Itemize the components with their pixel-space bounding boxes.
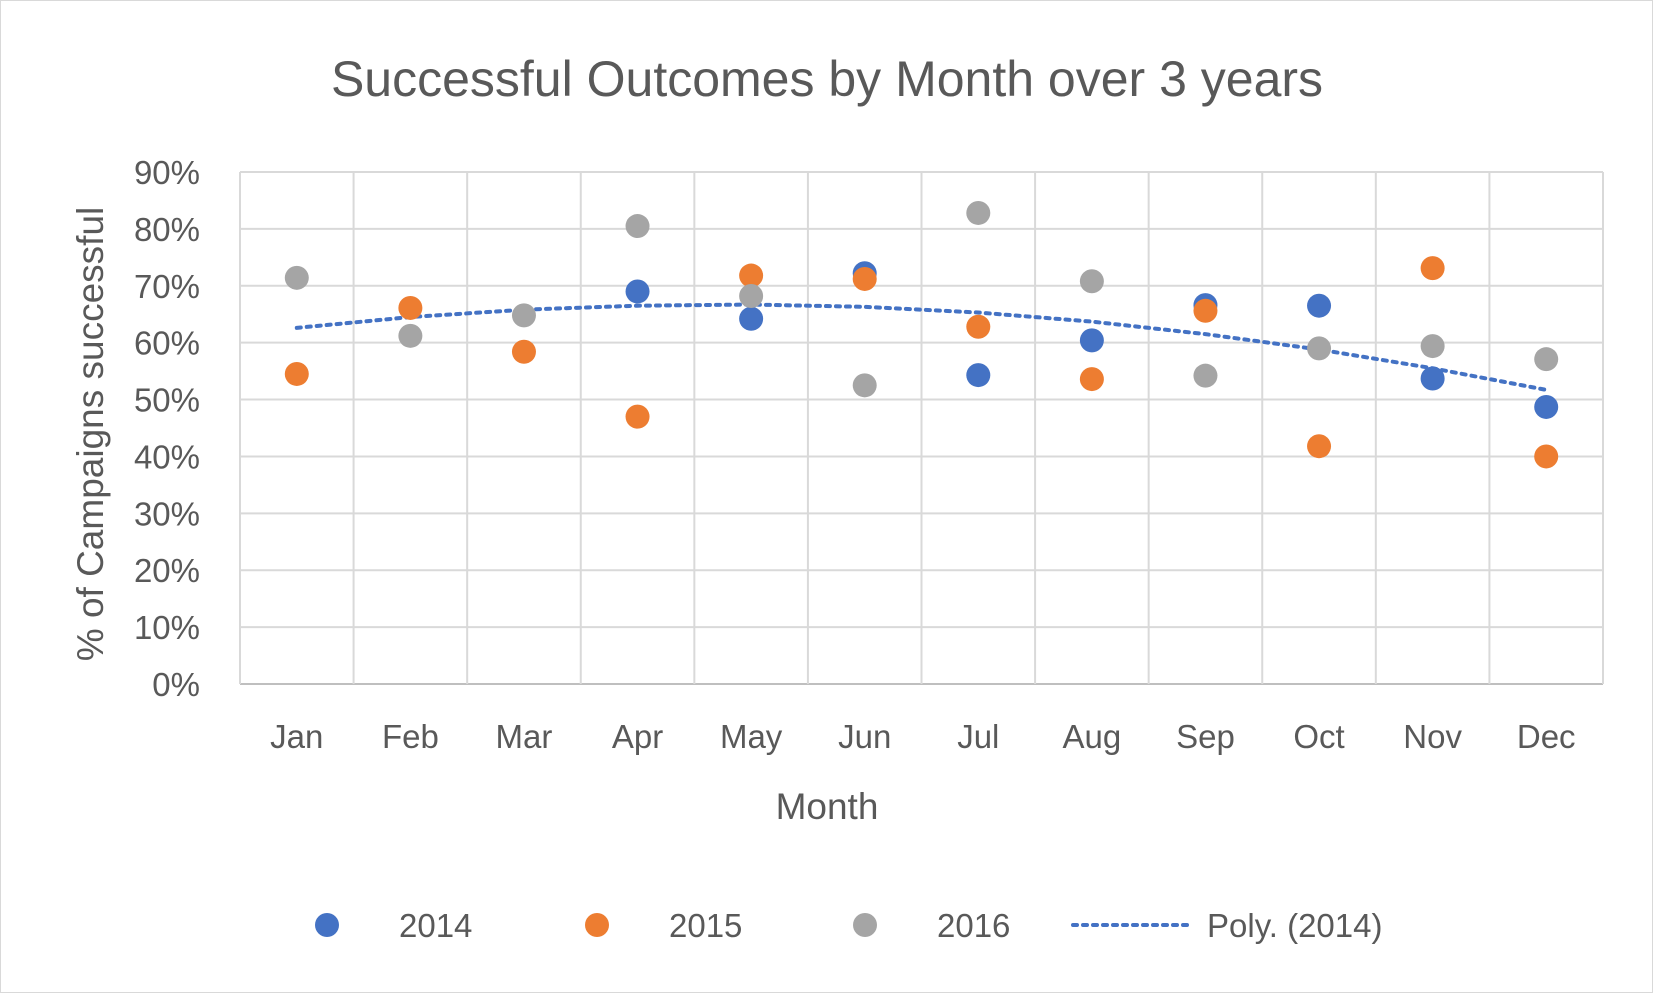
point-2014 [1534, 394, 1559, 419]
x-tick-label: Mar [496, 718, 553, 755]
point-2016 [625, 214, 650, 239]
y-tick-label: 30% [134, 495, 200, 532]
x-tick-label: Nov [1403, 718, 1462, 755]
y-tick-labels: 0% 10% 20% 30% 40% 50% 60% 70% 80% 90% [134, 154, 200, 703]
point-2014 [1079, 328, 1104, 353]
point-2016 [1079, 269, 1104, 294]
point-2015 [511, 339, 536, 364]
legend-item: Poly. (2014) [1071, 907, 1382, 944]
x-tick-label: May [720, 718, 783, 755]
point-2014 [739, 306, 764, 331]
point-2014 [625, 279, 650, 304]
point-2016 [1534, 347, 1559, 372]
legend-label: 2014 [399, 907, 472, 944]
point-2015 [739, 263, 764, 288]
legend-label: Poly. (2014) [1207, 907, 1382, 944]
point-2015 [1307, 434, 1332, 459]
x-tick-label: Feb [382, 718, 439, 755]
point-2016 [966, 200, 991, 225]
trendline [294, 302, 1549, 392]
point-2016 [1307, 336, 1332, 361]
legend-label: 2015 [669, 907, 742, 944]
legend-item: 2016 [853, 907, 1010, 944]
legend-marker-2015 [585, 913, 609, 937]
point-2015 [966, 314, 991, 339]
point-2015 [1079, 367, 1104, 392]
x-tick-label: Apr [612, 718, 663, 755]
point-2015 [1534, 444, 1559, 469]
legend-item: 2015 [585, 907, 742, 944]
point-2014 [1307, 293, 1332, 318]
legend-marker-2014 [315, 913, 339, 937]
legend-item: 2014 [315, 907, 472, 944]
point-2016 [1193, 363, 1218, 388]
point-2015 [852, 266, 877, 291]
y-tick-label: 80% [134, 211, 200, 248]
x-tick-label: Aug [1063, 718, 1122, 755]
trendline-layer [294, 302, 1549, 392]
legend-label: 2016 [937, 907, 1010, 944]
point-2015 [284, 361, 309, 386]
point-2015 [1193, 298, 1218, 323]
x-axis-title: Month [776, 786, 879, 827]
y-tick-label: 70% [134, 268, 200, 305]
point-2016 [852, 373, 877, 398]
point-2016 [398, 323, 423, 348]
grid-layer [239, 171, 1604, 685]
x-tick-label: Oct [1293, 718, 1344, 755]
y-tick-label: 20% [134, 552, 200, 589]
point-2015 [625, 404, 650, 429]
y-tick-label: 40% [134, 438, 200, 475]
chart-title: Successful Outcomes by Month over 3 year… [331, 51, 1323, 107]
point-2016 [1420, 334, 1445, 359]
x-tick-labels: Jan Feb Mar Apr May Jun Jul Aug Sep Oct Nov Dec [270, 718, 1575, 755]
legend-marker-2016 [853, 913, 877, 937]
point-2014 [1420, 366, 1445, 391]
y-tick-label: 10% [134, 609, 200, 646]
x-tick-label: Dec [1517, 718, 1576, 755]
point-2014 [966, 363, 991, 388]
points-layer [284, 200, 1559, 469]
x-tick-label: Jan [270, 718, 323, 755]
x-tick-label: Jun [838, 718, 891, 755]
point-2016 [739, 284, 764, 309]
y-tick-label: 90% [134, 154, 200, 191]
y-tick-label: 60% [134, 325, 200, 362]
y-tick-label: 0% [152, 666, 200, 703]
legend: 2014 2015 2016 Poly. (2014) [315, 907, 1382, 944]
point-2016 [511, 303, 536, 328]
x-tick-label: Sep [1176, 718, 1235, 755]
y-axis-title: % of Campaigns successful [70, 207, 111, 661]
point-2016 [284, 265, 309, 290]
point-2015 [1420, 256, 1445, 281]
x-tick-label: Jul [957, 718, 999, 755]
y-tick-label: 50% [134, 382, 200, 419]
point-2015 [398, 295, 423, 320]
